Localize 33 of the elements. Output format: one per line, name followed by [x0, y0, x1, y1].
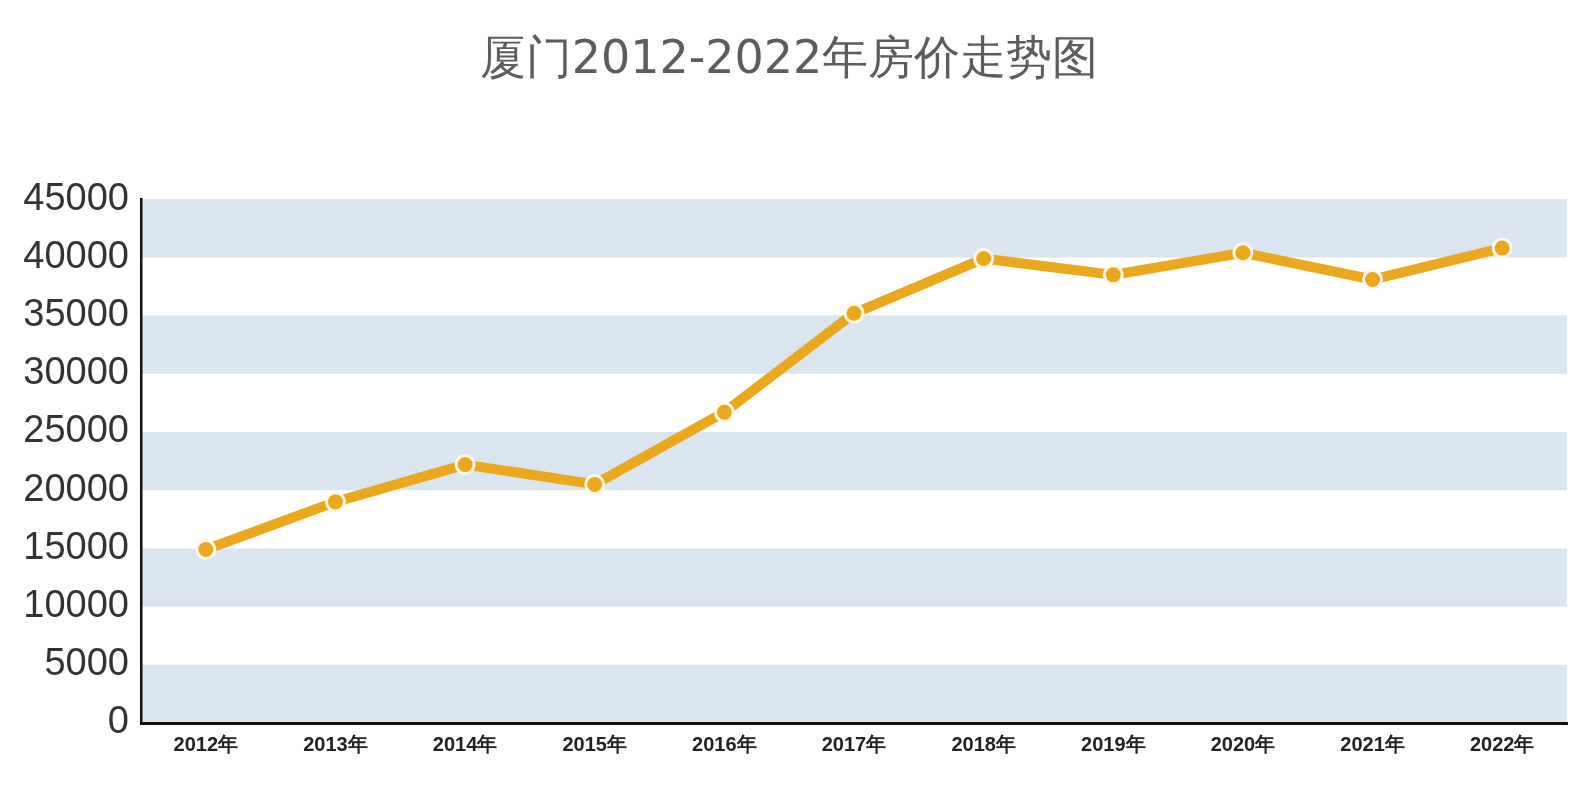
- chart-title: 厦门2012-2022年房价走势图: [479, 29, 1099, 84]
- x-tick-label: 2019年: [1081, 732, 1146, 755]
- x-tick-label: 2014年: [432, 732, 498, 755]
- x-tick-label: 2012年: [173, 732, 239, 755]
- x-tick-label: 2017年: [821, 732, 887, 755]
- x-tick-label: 2021年: [1340, 732, 1405, 755]
- y-tick-label: 35000: [23, 292, 129, 335]
- y-tick-label: 10000: [23, 583, 129, 626]
- point: [1102, 264, 1124, 286]
- point: [454, 454, 476, 476]
- y-tick-label: 40000: [23, 233, 129, 276]
- x-tick-label: 2020年: [1210, 732, 1276, 755]
- point: [1362, 269, 1384, 291]
- point: [584, 473, 606, 495]
- y-tick-label: 20000: [23, 466, 129, 509]
- x-tick-label: 2022年: [1469, 732, 1535, 755]
- y-tick-label: 30000: [23, 350, 129, 393]
- x-tick-label: 2015年: [562, 732, 627, 755]
- point: [973, 248, 995, 270]
- point: [1491, 237, 1513, 259]
- point: [324, 491, 346, 513]
- y-tick-label: 45000: [23, 175, 129, 218]
- y-tick-label: 25000: [23, 408, 129, 451]
- y-tick-label: 5000: [44, 641, 129, 684]
- point: [713, 401, 735, 423]
- y-tick-label: 0: [107, 699, 129, 742]
- y-tick-label: 15000: [23, 524, 129, 567]
- x-tick-label: 2018年: [951, 732, 1016, 755]
- point: [195, 539, 217, 561]
- x-tick-label: 2013年: [303, 732, 368, 755]
- x-tick-label: 2016年: [692, 732, 757, 755]
- point: [843, 302, 865, 324]
- point: [1232, 242, 1254, 264]
